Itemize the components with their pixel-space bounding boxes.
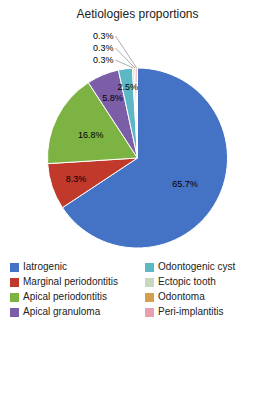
data-label: 8.3% bbox=[66, 174, 87, 184]
slice bbox=[48, 158, 138, 208]
legend-item: Odontoma bbox=[145, 291, 205, 302]
pie bbox=[48, 68, 228, 248]
legend-label: Ectopic tooth bbox=[158, 276, 216, 287]
legend-swatch bbox=[10, 308, 19, 317]
legend-label: Apical periodontitis bbox=[23, 291, 107, 302]
legend-item: Iatrogenic bbox=[10, 261, 67, 272]
title: Aetiologies proportions bbox=[76, 7, 198, 21]
legend-swatch bbox=[145, 278, 154, 287]
data-label: 0.3% bbox=[93, 31, 114, 41]
data-label: 0.3% bbox=[93, 43, 114, 53]
data-label: 65.7% bbox=[172, 179, 198, 189]
legend-item: Apical periodontitis bbox=[10, 291, 107, 302]
data-label: 16.8% bbox=[78, 130, 104, 140]
legend-item: Apical granuloma bbox=[10, 306, 101, 317]
legend-label: Marginal periodontitis bbox=[23, 276, 118, 287]
data-label: 5.8% bbox=[102, 93, 123, 103]
legend-item: Ectopic tooth bbox=[145, 276, 216, 287]
leader-line bbox=[116, 36, 137, 68]
legend-swatch bbox=[10, 263, 19, 272]
legend-swatch bbox=[145, 293, 154, 302]
leader-line bbox=[116, 60, 134, 68]
legend-label: Iatrogenic bbox=[23, 261, 67, 272]
data-label: 2.5% bbox=[118, 82, 139, 92]
legend-item: Peri-implantitis bbox=[145, 306, 224, 317]
legend-item: Odontogenic cyst bbox=[145, 261, 235, 272]
data-labels: 65.7% 8.3% 16.8% 5.8%2.5% 0.3% 0.3% 0.3% bbox=[66, 31, 198, 189]
legend-label: Odontogenic cyst bbox=[158, 261, 235, 272]
legend-swatch bbox=[145, 263, 154, 272]
legend-swatch bbox=[10, 293, 19, 302]
chart: Aetiologies proportions 65.7% 8.3% 16.8% 5.8… bbox=[0, 0, 275, 409]
legend-label: Apical granuloma bbox=[23, 306, 101, 317]
slice bbox=[118, 68, 137, 158]
data-label: 0.3% bbox=[93, 55, 114, 65]
legend-item: Marginal periodontitis bbox=[10, 276, 118, 287]
legend-label: Peri-implantitis bbox=[158, 306, 224, 317]
legend-swatch bbox=[145, 308, 154, 317]
legend-label: Odontoma bbox=[158, 291, 205, 302]
legend: Iatrogenic Marginal periodontitis Apical p… bbox=[10, 261, 235, 317]
legend-swatch bbox=[10, 278, 19, 287]
